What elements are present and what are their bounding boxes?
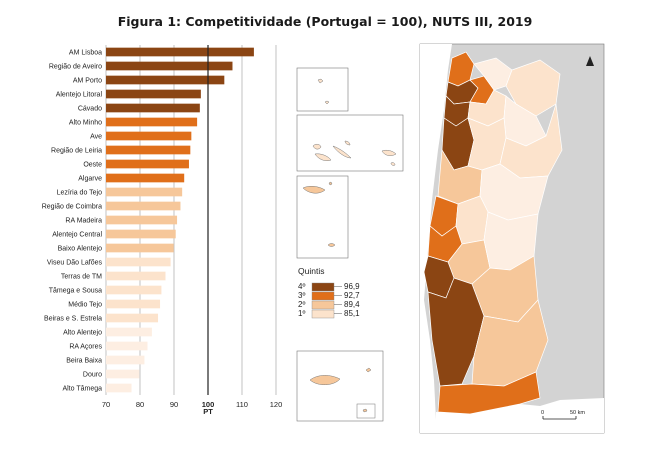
legend-title: Quintis	[298, 266, 324, 276]
x-tick-label: 90	[170, 400, 178, 409]
category-label: Viseu Dão Lafões	[47, 260, 103, 267]
bar	[106, 341, 148, 351]
category-label: Região de Coimbra	[42, 204, 102, 211]
x-tick-label: 70	[102, 400, 110, 409]
legend-swatch	[311, 291, 335, 301]
legend: Quintis 4º 96,9 3º 92,7 2º 89,4 1º 85,1	[298, 266, 360, 319]
bar	[106, 103, 200, 113]
bar	[106, 187, 183, 197]
legend-entry-label: 1º	[298, 309, 305, 318]
reference-line-label: PT	[203, 407, 213, 416]
bar	[106, 229, 176, 239]
bar	[106, 285, 162, 295]
bar	[106, 145, 191, 155]
legend-swatch	[311, 309, 335, 319]
category-label: RA Madeira	[65, 218, 102, 225]
legend-entry-label: 2º	[298, 300, 305, 309]
category-label: Algarve	[78, 176, 102, 183]
bar	[106, 243, 174, 253]
bar	[106, 89, 201, 99]
chart-title: Figura 1: Competitividade (Portugal = 10…	[117, 14, 533, 29]
category-label: Douro	[83, 372, 102, 379]
category-label: Região de Aveiro	[49, 64, 102, 71]
x-tick-label: 100	[202, 400, 215, 409]
legend-entry-value: 92,7	[344, 291, 360, 300]
category-label: Alto Minho	[69, 120, 102, 127]
category-label: Alto Tâmega	[62, 386, 102, 393]
category-label: AM Lisboa	[69, 50, 102, 57]
bar	[106, 313, 159, 323]
x-tick-label: 110	[236, 400, 248, 409]
category-label: Beira Baixa	[66, 358, 102, 365]
region-algarve	[437, 371, 541, 415]
bar	[106, 61, 233, 71]
bar	[106, 215, 178, 225]
category-label: Terras de TM	[61, 274, 102, 281]
sea-area	[420, 44, 452, 433]
bar	[106, 173, 185, 183]
category-label: Baixo Alentejo	[58, 246, 102, 253]
bar	[106, 271, 166, 281]
category-label: Lezíria do Tejo	[57, 190, 103, 197]
legend-swatch	[311, 300, 335, 310]
inset-azores	[296, 114, 404, 172]
category-label: AM Porto	[73, 78, 102, 85]
region-medio-tejo	[455, 195, 489, 245]
bar	[106, 201, 181, 211]
inset-madeira	[296, 175, 349, 259]
category-label: Médio Tejo	[68, 302, 102, 309]
inset-small-islands	[296, 67, 349, 112]
bar	[106, 299, 161, 309]
bar	[106, 159, 189, 169]
inset-madeira-detail	[296, 350, 384, 422]
bar	[106, 117, 198, 127]
bar	[106, 369, 140, 379]
sea-south	[436, 398, 604, 433]
region-terras-tm	[505, 59, 561, 117]
category-label: Beiras e S. Estrela	[44, 316, 102, 323]
legend-entry-value: 85,1	[344, 309, 360, 318]
bar	[106, 257, 171, 267]
legend-entry-label: 4º	[298, 282, 305, 291]
bar	[106, 75, 225, 85]
scale-bar: 0 50 km	[541, 410, 585, 420]
category-label: Tâmega e Sousa	[49, 288, 102, 295]
legend-entry-value: 96,9	[344, 282, 360, 291]
legend-swatch	[311, 282, 335, 292]
north-arrow-icon	[586, 56, 594, 66]
bar	[106, 131, 192, 141]
x-tick-label: 80	[136, 400, 144, 409]
category-label: Oeste	[83, 162, 102, 169]
legend-entry-label: 3º	[298, 291, 305, 300]
bar	[106, 383, 132, 393]
scale-end-label: 50 km	[570, 410, 585, 416]
category-label: Alentejo Litoral	[56, 92, 103, 99]
bar	[106, 355, 145, 365]
category-label: Cávado	[78, 106, 102, 113]
scale-start-label: 0	[541, 410, 544, 416]
category-label: Região de Leiria	[51, 148, 102, 155]
x-tick-label: 120	[270, 400, 283, 409]
category-label: Alentejo Central	[52, 232, 102, 239]
category-label: Alto Alentejo	[63, 330, 102, 337]
category-label: RA Açores	[69, 344, 102, 351]
bar	[106, 47, 254, 57]
bar	[106, 327, 152, 337]
legend-entry-value: 89,4	[344, 300, 360, 309]
mainland-regions	[423, 51, 563, 415]
category-label: Ave	[90, 134, 102, 141]
